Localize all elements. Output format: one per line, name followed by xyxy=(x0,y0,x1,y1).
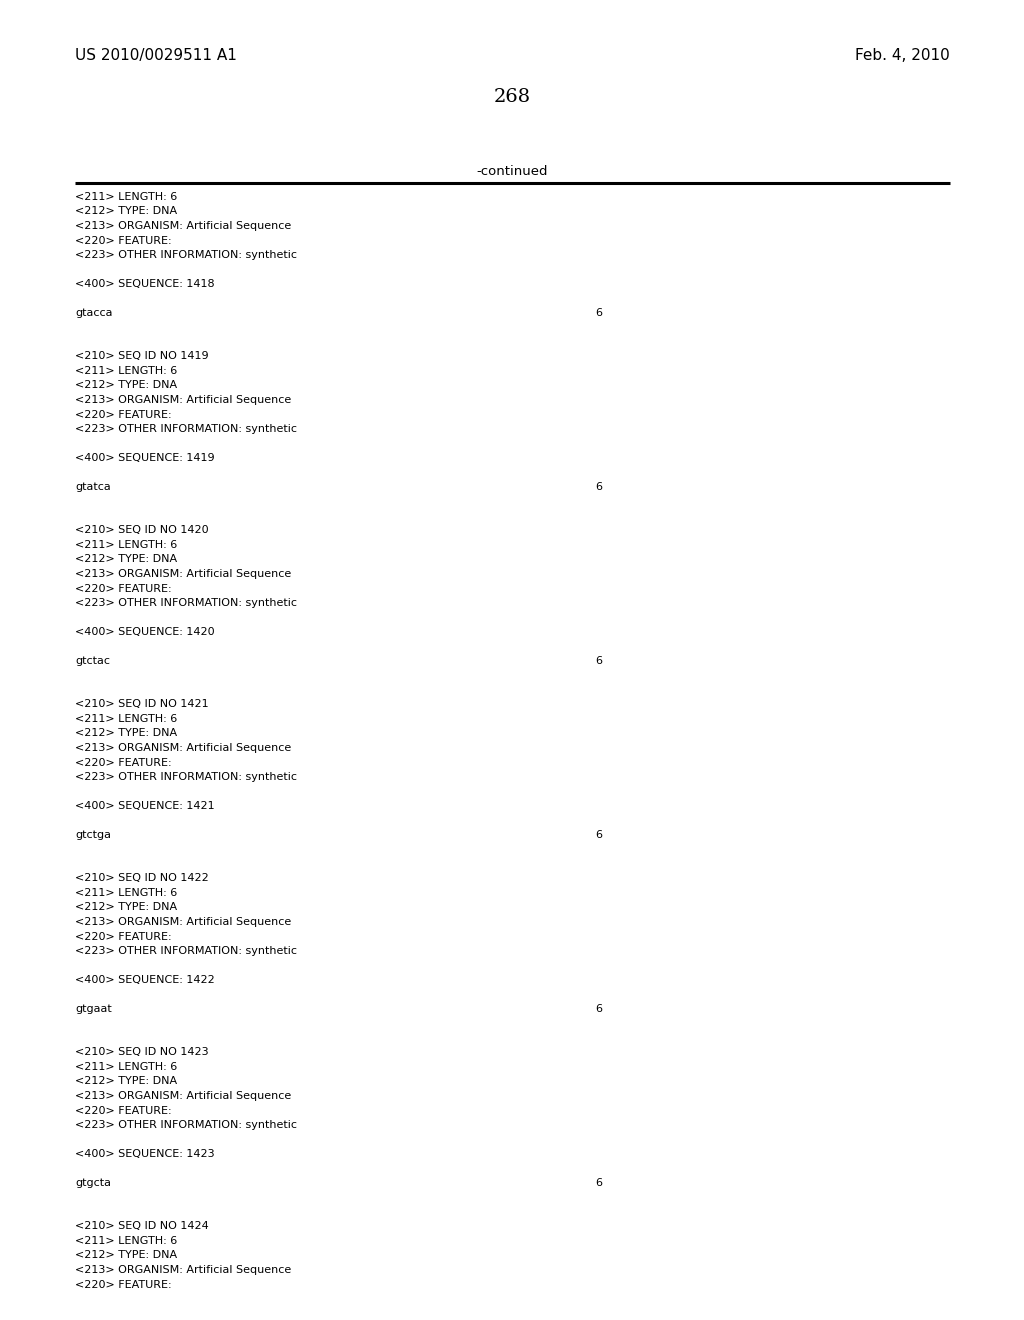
Text: <211> LENGTH: 6: <211> LENGTH: 6 xyxy=(75,888,177,898)
Text: gtacca: gtacca xyxy=(75,308,113,318)
Text: <212> TYPE: DNA: <212> TYPE: DNA xyxy=(75,1077,177,1086)
Text: <212> TYPE: DNA: <212> TYPE: DNA xyxy=(75,729,177,738)
Text: <210> SEQ ID NO 1423: <210> SEQ ID NO 1423 xyxy=(75,1048,209,1057)
Text: <220> FEATURE:: <220> FEATURE: xyxy=(75,583,172,594)
Text: <220> FEATURE:: <220> FEATURE: xyxy=(75,1106,172,1115)
Text: 6: 6 xyxy=(595,1005,602,1014)
Text: <211> LENGTH: 6: <211> LENGTH: 6 xyxy=(75,1063,177,1072)
Text: <212> TYPE: DNA: <212> TYPE: DNA xyxy=(75,554,177,565)
Text: <210> SEQ ID NO 1420: <210> SEQ ID NO 1420 xyxy=(75,525,209,536)
Text: <210> SEQ ID NO 1424: <210> SEQ ID NO 1424 xyxy=(75,1221,209,1232)
Text: <212> TYPE: DNA: <212> TYPE: DNA xyxy=(75,206,177,216)
Text: <210> SEQ ID NO 1422: <210> SEQ ID NO 1422 xyxy=(75,874,209,883)
Text: gtgcta: gtgcta xyxy=(75,1177,111,1188)
Text: <223> OTHER INFORMATION: synthetic: <223> OTHER INFORMATION: synthetic xyxy=(75,946,297,956)
Text: <211> LENGTH: 6: <211> LENGTH: 6 xyxy=(75,540,177,550)
Text: 268: 268 xyxy=(494,88,530,106)
Text: <211> LENGTH: 6: <211> LENGTH: 6 xyxy=(75,366,177,376)
Text: gtgaat: gtgaat xyxy=(75,1005,112,1014)
Text: <220> FEATURE:: <220> FEATURE: xyxy=(75,758,172,767)
Text: <211> LENGTH: 6: <211> LENGTH: 6 xyxy=(75,191,177,202)
Text: Feb. 4, 2010: Feb. 4, 2010 xyxy=(855,48,950,63)
Text: <223> OTHER INFORMATION: synthetic: <223> OTHER INFORMATION: synthetic xyxy=(75,598,297,609)
Text: <400> SEQUENCE: 1419: <400> SEQUENCE: 1419 xyxy=(75,453,215,463)
Text: 6: 6 xyxy=(595,1177,602,1188)
Text: <211> LENGTH: 6: <211> LENGTH: 6 xyxy=(75,1236,177,1246)
Text: <213> ORGANISM: Artificial Sequence: <213> ORGANISM: Artificial Sequence xyxy=(75,395,291,405)
Text: gtctac: gtctac xyxy=(75,656,110,667)
Text: <213> ORGANISM: Artificial Sequence: <213> ORGANISM: Artificial Sequence xyxy=(75,220,291,231)
Text: <400> SEQUENCE: 1422: <400> SEQUENCE: 1422 xyxy=(75,975,215,985)
Text: <213> ORGANISM: Artificial Sequence: <213> ORGANISM: Artificial Sequence xyxy=(75,1265,291,1275)
Text: <212> TYPE: DNA: <212> TYPE: DNA xyxy=(75,1250,177,1261)
Text: <212> TYPE: DNA: <212> TYPE: DNA xyxy=(75,903,177,912)
Text: 6: 6 xyxy=(595,656,602,667)
Text: <223> OTHER INFORMATION: synthetic: <223> OTHER INFORMATION: synthetic xyxy=(75,1119,297,1130)
Text: <213> ORGANISM: Artificial Sequence: <213> ORGANISM: Artificial Sequence xyxy=(75,1092,291,1101)
Text: <220> FEATURE:: <220> FEATURE: xyxy=(75,932,172,941)
Text: <220> FEATURE:: <220> FEATURE: xyxy=(75,409,172,420)
Text: <212> TYPE: DNA: <212> TYPE: DNA xyxy=(75,380,177,391)
Text: <220> FEATURE:: <220> FEATURE: xyxy=(75,1279,172,1290)
Text: <223> OTHER INFORMATION: synthetic: <223> OTHER INFORMATION: synthetic xyxy=(75,772,297,781)
Text: <210> SEQ ID NO 1419: <210> SEQ ID NO 1419 xyxy=(75,351,209,362)
Text: <223> OTHER INFORMATION: synthetic: <223> OTHER INFORMATION: synthetic xyxy=(75,424,297,434)
Text: <400> SEQUENCE: 1423: <400> SEQUENCE: 1423 xyxy=(75,1148,215,1159)
Text: <223> OTHER INFORMATION: synthetic: <223> OTHER INFORMATION: synthetic xyxy=(75,249,297,260)
Text: <213> ORGANISM: Artificial Sequence: <213> ORGANISM: Artificial Sequence xyxy=(75,917,291,927)
Text: <400> SEQUENCE: 1418: <400> SEQUENCE: 1418 xyxy=(75,279,215,289)
Text: <400> SEQUENCE: 1421: <400> SEQUENCE: 1421 xyxy=(75,801,215,810)
Text: <211> LENGTH: 6: <211> LENGTH: 6 xyxy=(75,714,177,723)
Text: <400> SEQUENCE: 1420: <400> SEQUENCE: 1420 xyxy=(75,627,215,638)
Text: <210> SEQ ID NO 1421: <210> SEQ ID NO 1421 xyxy=(75,700,209,710)
Text: 6: 6 xyxy=(595,830,602,840)
Text: gtctga: gtctga xyxy=(75,830,111,840)
Text: 6: 6 xyxy=(595,308,602,318)
Text: -continued: -continued xyxy=(476,165,548,178)
Text: <213> ORGANISM: Artificial Sequence: <213> ORGANISM: Artificial Sequence xyxy=(75,743,291,752)
Text: 6: 6 xyxy=(595,482,602,492)
Text: <220> FEATURE:: <220> FEATURE: xyxy=(75,235,172,246)
Text: US 2010/0029511 A1: US 2010/0029511 A1 xyxy=(75,48,237,63)
Text: <213> ORGANISM: Artificial Sequence: <213> ORGANISM: Artificial Sequence xyxy=(75,569,291,579)
Text: gtatca: gtatca xyxy=(75,482,111,492)
